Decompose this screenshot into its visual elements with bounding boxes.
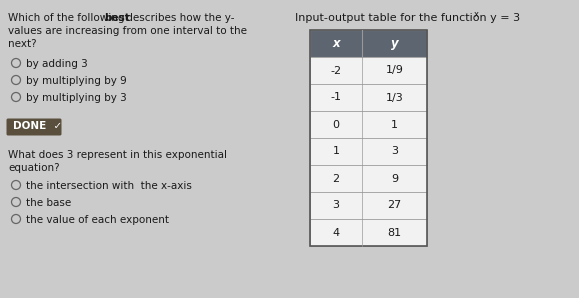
Text: 0: 0	[332, 119, 339, 130]
Bar	[310, 165, 427, 192]
Text: Which of the following: Which of the following	[8, 13, 128, 23]
Text: values are increasing from one interval to the: values are increasing from one interval …	[8, 26, 247, 36]
Text: x: x	[474, 10, 478, 19]
Text: 27: 27	[387, 201, 402, 210]
Bar	[310, 111, 427, 138]
Text: 1: 1	[332, 147, 339, 156]
Text: DONE  ✓: DONE ✓	[13, 121, 63, 131]
Text: by multiplying by 9: by multiplying by 9	[26, 76, 127, 86]
Text: 1/3: 1/3	[386, 92, 404, 103]
Text: best: best	[104, 13, 130, 23]
Text: equation?: equation?	[8, 163, 60, 173]
Text: 81: 81	[387, 227, 402, 238]
Bar	[310, 192, 427, 219]
Text: x: x	[332, 37, 340, 50]
Text: the value of each exponent: the value of each exponent	[26, 215, 169, 225]
Bar	[310, 219, 427, 246]
Text: What does 3 represent in this exponential: What does 3 represent in this exponentia…	[8, 150, 227, 160]
Text: by multiplying by 3: by multiplying by 3	[26, 93, 127, 103]
Text: 3: 3	[391, 147, 398, 156]
Text: 1/9: 1/9	[386, 66, 404, 75]
Text: 3: 3	[332, 201, 339, 210]
Text: 4: 4	[332, 227, 339, 238]
Text: by adding 3: by adding 3	[26, 59, 88, 69]
Text: 2: 2	[332, 173, 339, 184]
Bar	[310, 84, 427, 111]
Bar	[310, 57, 427, 84]
Bar	[310, 30, 427, 57]
Bar	[310, 138, 427, 165]
FancyBboxPatch shape	[6, 119, 61, 136]
Text: Input-output table for the function y = 3: Input-output table for the function y = …	[295, 13, 520, 23]
Text: the base: the base	[26, 198, 71, 208]
Text: the intersection with  the x-axis: the intersection with the x-axis	[26, 181, 192, 191]
Text: describes how the y-: describes how the y-	[123, 13, 234, 23]
Text: 1: 1	[391, 119, 398, 130]
Text: next?: next?	[8, 39, 36, 49]
Text: 9: 9	[391, 173, 398, 184]
Text: y: y	[391, 37, 398, 50]
Text: -2: -2	[331, 66, 342, 75]
Bar	[310, 30, 427, 246]
Text: -1: -1	[331, 92, 342, 103]
